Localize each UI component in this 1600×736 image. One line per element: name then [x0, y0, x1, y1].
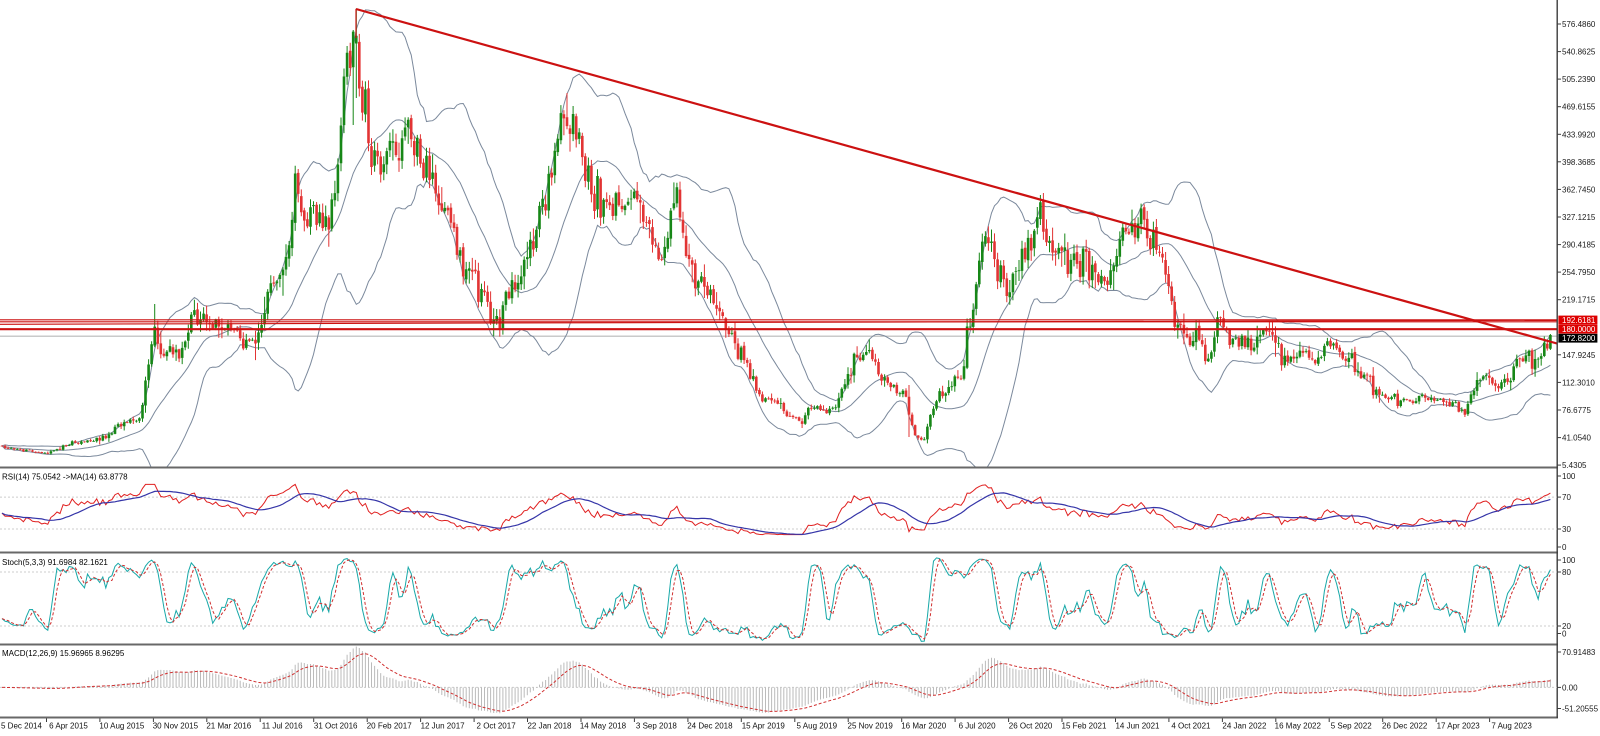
svg-text:14 May 2018: 14 May 2018 — [580, 722, 627, 731]
svg-text:469.6155: 469.6155 — [1562, 103, 1596, 112]
svg-text:0.00: 0.00 — [1562, 683, 1578, 692]
svg-text:24 Jan 2022: 24 Jan 2022 — [1222, 722, 1267, 731]
svg-text:31 Oct 2016: 31 Oct 2016 — [314, 722, 358, 731]
svg-text:5.4305: 5.4305 — [1562, 461, 1587, 470]
svg-text:2 Oct 2017: 2 Oct 2017 — [477, 722, 517, 731]
svg-text:3 Sep 2018: 3 Sep 2018 — [636, 722, 677, 731]
svg-text:11 Jul 2016: 11 Jul 2016 — [262, 722, 303, 731]
svg-text:180.0000: 180.0000 — [1562, 325, 1596, 334]
svg-text:147.9245: 147.9245 — [1562, 351, 1596, 360]
svg-text:70: 70 — [1562, 493, 1571, 502]
svg-text:26 Oct 2020: 26 Oct 2020 — [1009, 722, 1053, 731]
svg-text:76.6775: 76.6775 — [1562, 406, 1591, 415]
svg-text:362.7450: 362.7450 — [1562, 185, 1596, 194]
svg-text:-51.20555: -51.20555 — [1562, 705, 1599, 714]
svg-text:6 Jul 2020: 6 Jul 2020 — [959, 722, 996, 731]
svg-text:16 Mar 2020: 16 Mar 2020 — [901, 722, 946, 731]
svg-text:219.1715: 219.1715 — [1562, 296, 1596, 305]
svg-text:0: 0 — [1562, 543, 1567, 552]
svg-text:7 Aug 2023: 7 Aug 2023 — [1491, 722, 1532, 731]
svg-text:327.1215: 327.1215 — [1562, 213, 1596, 222]
svg-text:290.4185: 290.4185 — [1562, 241, 1596, 250]
svg-text:254.7950: 254.7950 — [1562, 268, 1596, 277]
svg-text:5 Dec 2014: 5 Dec 2014 — [1, 722, 42, 731]
svg-text:192.6181: 192.6181 — [1562, 316, 1596, 325]
svg-text:30 Nov 2015: 30 Nov 2015 — [153, 722, 199, 731]
svg-text:0: 0 — [1562, 630, 1567, 639]
svg-text:41.0540: 41.0540 — [1562, 434, 1591, 443]
svg-text:15 Feb 2021: 15 Feb 2021 — [1062, 722, 1107, 731]
svg-text:20 Feb 2017: 20 Feb 2017 — [367, 722, 412, 731]
svg-text:433.9920: 433.9920 — [1562, 130, 1596, 139]
svg-text:14 Jun 2021: 14 Jun 2021 — [1115, 722, 1160, 731]
svg-text:4 Oct 2021: 4 Oct 2021 — [1171, 722, 1211, 731]
svg-text:6 Apr 2015: 6 Apr 2015 — [49, 722, 88, 731]
svg-text:10 Aug 2015: 10 Aug 2015 — [99, 722, 144, 731]
svg-text:22 Jan 2018: 22 Jan 2018 — [527, 722, 572, 731]
svg-text:24 Dec 2018: 24 Dec 2018 — [687, 722, 733, 731]
svg-text:576.4860: 576.4860 — [1562, 20, 1596, 29]
svg-text:100: 100 — [1562, 472, 1576, 481]
svg-text:16 May 2022: 16 May 2022 — [1275, 722, 1322, 731]
svg-text:17 Apr 2023: 17 Apr 2023 — [1437, 722, 1481, 731]
svg-text:398.3685: 398.3685 — [1562, 158, 1596, 167]
svg-text:15 Apr 2019: 15 Apr 2019 — [742, 722, 786, 731]
svg-text:25 Nov 2019: 25 Nov 2019 — [848, 722, 894, 731]
svg-text:RSI(14) 75.0542 ->MA(14) 63.8: RSI(14) 75.0542 ->MA(14) 63.8778 — [2, 473, 128, 482]
svg-text:21 Mar 2016: 21 Mar 2016 — [206, 722, 251, 731]
svg-text:172.8200: 172.8200 — [1562, 334, 1596, 343]
svg-text:26 Dec 2022: 26 Dec 2022 — [1382, 722, 1428, 731]
svg-text:MACD(12,26,9) 15.96965 8.96295: MACD(12,26,9) 15.96965 8.96295 — [2, 649, 125, 658]
svg-text:112.3010: 112.3010 — [1562, 378, 1595, 387]
svg-text:30: 30 — [1562, 525, 1571, 534]
svg-text:80: 80 — [1562, 568, 1571, 577]
svg-text:5 Sep 2022: 5 Sep 2022 — [1331, 722, 1372, 731]
svg-text:Stoch(5,3,3) 91.6984 82.1621: Stoch(5,3,3) 91.6984 82.1621 — [2, 558, 108, 567]
svg-text:12 Jun 2017: 12 Jun 2017 — [421, 722, 466, 731]
svg-text:505.2390: 505.2390 — [1562, 75, 1596, 84]
svg-text:70.91483: 70.91483 — [1562, 648, 1596, 657]
svg-text:20: 20 — [1562, 622, 1571, 631]
svg-text:540.8625: 540.8625 — [1562, 48, 1596, 57]
svg-text:5 Aug 2019: 5 Aug 2019 — [797, 722, 838, 731]
svg-text:100: 100 — [1562, 556, 1576, 565]
